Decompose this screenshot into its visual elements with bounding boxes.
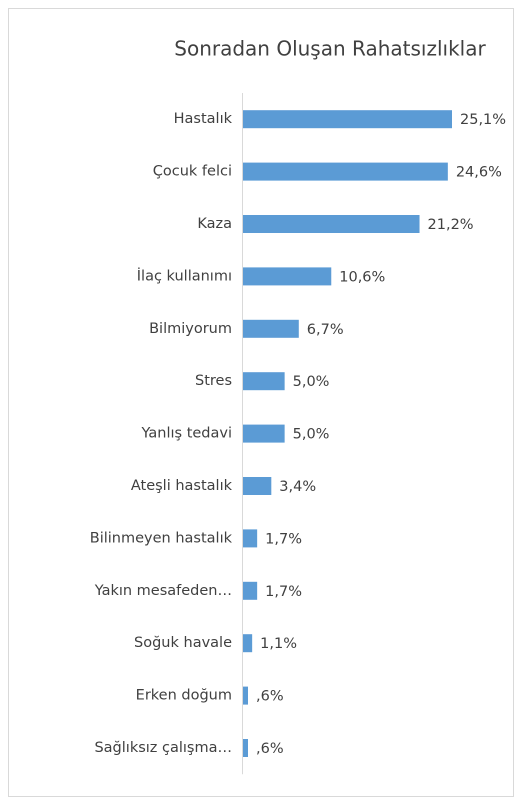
category-label: Yanlış tedavi <box>141 426 232 442</box>
bar <box>243 162 448 181</box>
bar <box>243 739 248 757</box>
value-label: ,6% <box>256 689 284 705</box>
bar <box>243 581 258 600</box>
bar <box>243 215 420 233</box>
value-label: 5,0% <box>293 427 330 443</box>
category-label: Erken doğum <box>136 688 232 704</box>
value-label: 1,7% <box>265 584 302 600</box>
category-label: Bilinmeyen hastalık <box>90 530 233 546</box>
bar <box>243 477 272 495</box>
category-label: Kaza <box>197 216 232 232</box>
value-label: 3,4% <box>279 479 316 495</box>
category-label: Stres <box>195 373 232 389</box>
bar <box>243 634 253 653</box>
category-label: Ateşli hastalık <box>131 478 233 494</box>
category-label: Bilmiyorum <box>149 321 232 337</box>
value-label: 6,7% <box>307 322 344 338</box>
value-label: 21,2% <box>428 217 474 233</box>
category-label: İlaç kullanımı <box>137 266 232 284</box>
value-label: 5,0% <box>293 374 330 390</box>
category-label: Sağlıksız çalışma… <box>94 740 232 756</box>
value-label: 10,6% <box>339 269 385 285</box>
bar <box>243 267 332 286</box>
bar <box>243 110 452 129</box>
category-label: Yakın mesafeden… <box>94 583 232 599</box>
bar <box>243 372 285 391</box>
bar <box>243 686 248 705</box>
value-label: 1,1% <box>260 636 297 652</box>
value-label: ,6% <box>256 741 284 757</box>
bar <box>243 424 285 443</box>
category-label: Çocuk felci <box>153 164 232 180</box>
value-label: 25,1% <box>460 112 506 128</box>
category-label: Hastalık <box>174 111 233 127</box>
bar <box>243 529 258 548</box>
chart-border <box>8 8 514 797</box>
value-label: 1,7% <box>265 531 302 547</box>
value-label: 24,6% <box>456 165 502 181</box>
chart-title: Sonradan Oluşan Rahatsızlıklar <box>174 37 486 61</box>
bar <box>243 319 299 338</box>
category-label: Soğuk havale <box>134 635 232 651</box>
